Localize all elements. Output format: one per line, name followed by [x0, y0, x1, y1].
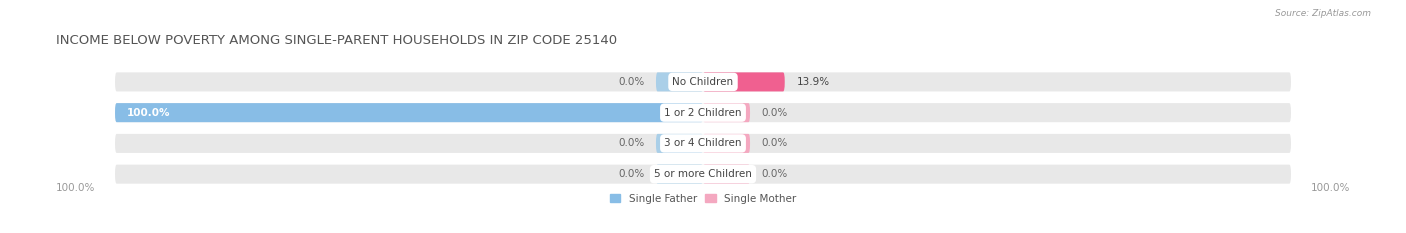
Text: 100.0%: 100.0%	[1310, 183, 1350, 193]
Text: 0.0%: 0.0%	[762, 169, 787, 179]
FancyBboxPatch shape	[703, 72, 785, 91]
Text: 13.9%: 13.9%	[796, 77, 830, 87]
FancyBboxPatch shape	[115, 165, 1291, 184]
Text: 1 or 2 Children: 1 or 2 Children	[664, 108, 742, 118]
Text: 5 or more Children: 5 or more Children	[654, 169, 752, 179]
FancyBboxPatch shape	[657, 165, 703, 184]
FancyBboxPatch shape	[115, 103, 1291, 122]
Text: 0.0%: 0.0%	[619, 77, 644, 87]
Text: INCOME BELOW POVERTY AMONG SINGLE-PARENT HOUSEHOLDS IN ZIP CODE 25140: INCOME BELOW POVERTY AMONG SINGLE-PARENT…	[56, 34, 617, 47]
FancyBboxPatch shape	[115, 72, 1291, 91]
Text: 0.0%: 0.0%	[762, 108, 787, 118]
Text: 0.0%: 0.0%	[619, 169, 644, 179]
Text: No Children: No Children	[672, 77, 734, 87]
Text: 0.0%: 0.0%	[762, 138, 787, 148]
FancyBboxPatch shape	[703, 103, 749, 122]
Text: 100.0%: 100.0%	[127, 108, 170, 118]
FancyBboxPatch shape	[657, 134, 703, 153]
Legend: Single Father, Single Mother: Single Father, Single Mother	[610, 194, 796, 204]
FancyBboxPatch shape	[115, 134, 1291, 153]
Text: 0.0%: 0.0%	[619, 138, 644, 148]
Text: 3 or 4 Children: 3 or 4 Children	[664, 138, 742, 148]
FancyBboxPatch shape	[703, 134, 749, 153]
FancyBboxPatch shape	[657, 72, 703, 91]
Text: 100.0%: 100.0%	[56, 183, 96, 193]
Text: Source: ZipAtlas.com: Source: ZipAtlas.com	[1275, 9, 1371, 18]
FancyBboxPatch shape	[115, 103, 703, 122]
FancyBboxPatch shape	[703, 165, 749, 184]
